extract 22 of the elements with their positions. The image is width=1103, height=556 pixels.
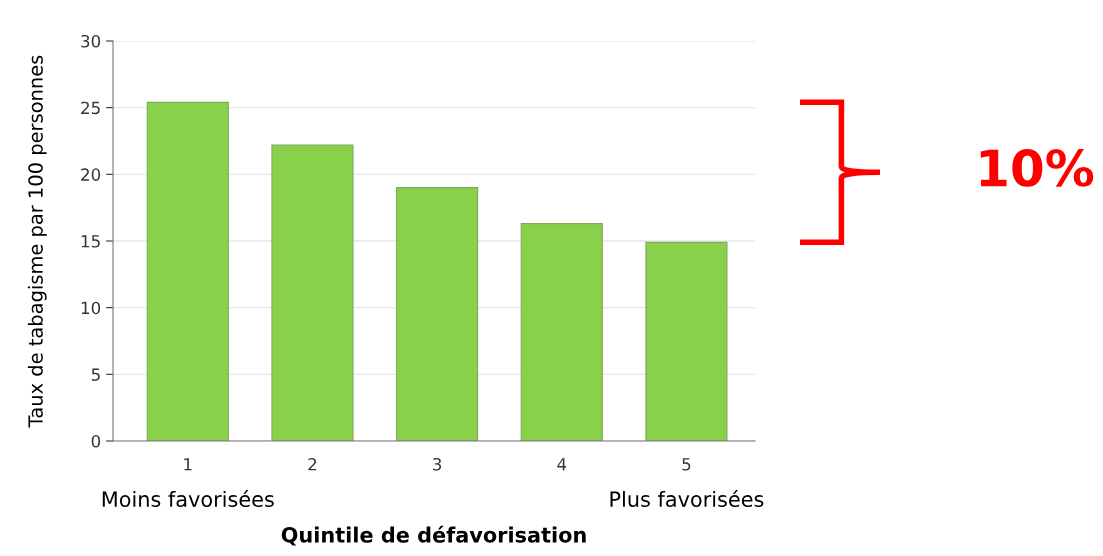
y-tick-label: 20 xyxy=(81,168,101,181)
text: Plus favorisées xyxy=(610,490,764,508)
text: 10% xyxy=(980,149,1094,187)
y-tick-label: 0 xyxy=(91,434,101,448)
y-tick-label: 5 xyxy=(91,368,100,381)
bar xyxy=(396,187,479,441)
x-tick-label: 3 xyxy=(433,457,442,471)
text: Moins favorisées xyxy=(102,490,274,508)
y-tick-label: 15 xyxy=(81,235,100,248)
x-tick-label: 2 xyxy=(308,457,317,471)
x-tick-label: 1 xyxy=(184,458,192,471)
y-axis-title: Taux de tabagisme par 100 personnes xyxy=(27,55,47,428)
bar xyxy=(645,241,728,441)
y-tick-label: 30 xyxy=(81,34,101,48)
x-tick-label: 4 xyxy=(557,458,567,471)
x-axis-title: Quintile de défavorisation xyxy=(281,525,586,546)
y-tick-label: 25 xyxy=(81,101,100,115)
bar xyxy=(146,101,229,441)
y-tick-label: 10 xyxy=(81,301,101,315)
bar xyxy=(271,144,354,441)
bar xyxy=(520,223,603,441)
x-tick-label: 5 xyxy=(682,458,691,471)
